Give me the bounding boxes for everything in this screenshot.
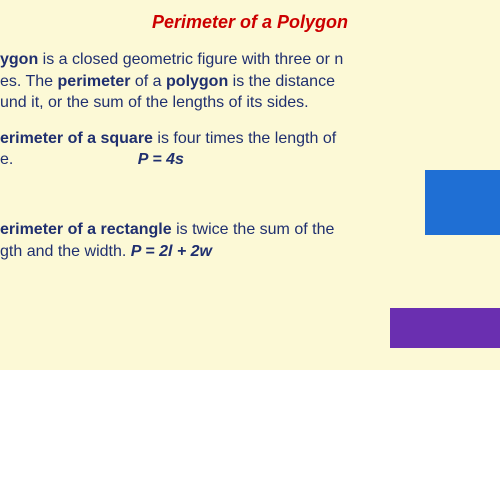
text-fragment: is twice the sum of the — [172, 221, 335, 238]
text-fragment: of a — [130, 73, 166, 90]
bottom-whitespace — [0, 370, 500, 500]
definition-paragraph: ygon is a closed geometric figure with t… — [0, 49, 500, 114]
text-fragment: e. — [0, 151, 13, 168]
text-fragment: erimeter of a square — [0, 130, 153, 147]
text-fragment: is the distance — [228, 73, 335, 90]
text-fragment: ygon — [0, 51, 38, 68]
square-shape — [425, 170, 500, 235]
square-paragraph: erimeter of a square is four times the l… — [0, 128, 500, 171]
text-fragment: gth and the width. — [0, 243, 131, 260]
rectangle-shape — [390, 308, 500, 348]
text-fragment: is a closed geometric figure with three … — [38, 51, 343, 68]
text-fragment: es. The — [0, 73, 58, 90]
text-fragment: is four times the length of — [153, 130, 336, 147]
page-title: Perimeter of a Polygon — [0, 12, 500, 33]
rectangle-formula: P = 2l + 2w — [131, 243, 212, 260]
square-formula: P = 4s — [138, 149, 184, 171]
text-fragment: perimeter — [58, 73, 131, 90]
text-fragment: und it, or the sum of the lengths of its… — [0, 94, 309, 111]
slide-content: Perimeter of a Polygon ygon is a closed … — [0, 0, 500, 370]
text-fragment: erimeter of a rectangle — [0, 221, 172, 238]
text-fragment: polygon — [166, 73, 228, 90]
